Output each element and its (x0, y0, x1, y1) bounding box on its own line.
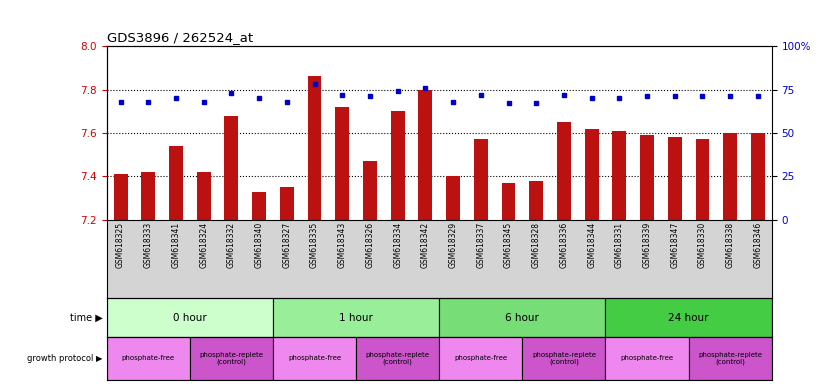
Bar (107, 337, 190, 380)
Text: GSM618336: GSM618336 (559, 222, 568, 268)
Bar (224, 116, 238, 220)
Bar (273, 337, 356, 380)
Bar (522, 337, 605, 380)
Bar (439, 337, 522, 380)
Bar (439, 298, 605, 337)
Bar (419, 89, 433, 220)
Text: GSM618347: GSM618347 (670, 222, 679, 268)
Text: phosphate-free: phosphate-free (621, 356, 673, 361)
Bar (605, 337, 689, 380)
Bar (689, 337, 772, 380)
Bar (141, 172, 155, 220)
Text: GSM618342: GSM618342 (421, 222, 430, 268)
Text: GSM618324: GSM618324 (200, 222, 209, 268)
Bar (640, 135, 654, 220)
Text: GSM618335: GSM618335 (310, 222, 319, 268)
Text: GSM618329: GSM618329 (448, 222, 457, 268)
Bar (557, 122, 571, 220)
Bar (169, 146, 183, 220)
Text: GSM618338: GSM618338 (726, 222, 735, 268)
Text: GSM618344: GSM618344 (587, 222, 596, 268)
Bar (197, 172, 211, 220)
Text: GSM618330: GSM618330 (698, 222, 707, 268)
Bar (107, 298, 273, 337)
Text: phosphate-replete
(control): phosphate-replete (control) (200, 352, 264, 365)
Bar (363, 161, 377, 220)
Text: GSM618334: GSM618334 (393, 222, 402, 268)
Bar (530, 181, 544, 220)
Text: GSM618331: GSM618331 (615, 222, 624, 268)
Bar (612, 131, 626, 220)
Text: phosphate-replete
(control): phosphate-replete (control) (698, 352, 762, 365)
Text: GSM618327: GSM618327 (282, 222, 291, 268)
Text: time ▶: time ▶ (70, 313, 103, 323)
Text: 1 hour: 1 hour (339, 313, 373, 323)
Text: growth protocol ▶: growth protocol ▶ (27, 354, 103, 363)
Text: GDS3896 / 262524_at: GDS3896 / 262524_at (107, 31, 253, 44)
Bar (280, 187, 294, 220)
Text: GSM618326: GSM618326 (365, 222, 374, 268)
Bar (308, 76, 322, 220)
Text: phosphate-free: phosphate-free (454, 356, 507, 361)
Bar (585, 129, 599, 220)
Bar (695, 139, 709, 220)
Text: GSM618333: GSM618333 (144, 222, 153, 268)
Bar (723, 133, 737, 220)
Bar (252, 192, 266, 220)
Text: phosphate-free: phosphate-free (122, 356, 175, 361)
Text: GSM618345: GSM618345 (504, 222, 513, 268)
Text: GSM618337: GSM618337 (476, 222, 485, 268)
Text: phosphate-replete
(control): phosphate-replete (control) (532, 352, 596, 365)
Text: phosphate-replete
(control): phosphate-replete (control) (365, 352, 429, 365)
Text: GSM618346: GSM618346 (754, 222, 763, 268)
Bar (605, 298, 772, 337)
Bar (446, 176, 460, 220)
Text: 24 hour: 24 hour (668, 313, 709, 323)
Bar (273, 298, 439, 337)
Text: GSM618325: GSM618325 (116, 222, 125, 268)
Text: phosphate-free: phosphate-free (288, 356, 341, 361)
Text: GSM618328: GSM618328 (532, 222, 541, 268)
Text: GSM618341: GSM618341 (172, 222, 181, 268)
Text: 6 hour: 6 hour (506, 313, 539, 323)
Text: GSM618340: GSM618340 (255, 222, 264, 268)
Bar (667, 137, 681, 220)
Bar (474, 139, 488, 220)
Text: GSM618332: GSM618332 (227, 222, 236, 268)
Bar (391, 111, 405, 220)
Bar (502, 183, 516, 220)
Text: GSM618339: GSM618339 (643, 222, 652, 268)
Bar (113, 174, 127, 220)
Text: GSM618343: GSM618343 (337, 222, 346, 268)
Bar (190, 337, 273, 380)
Text: 0 hour: 0 hour (173, 313, 207, 323)
Bar (335, 107, 349, 220)
Bar (356, 337, 439, 380)
Bar (751, 133, 765, 220)
